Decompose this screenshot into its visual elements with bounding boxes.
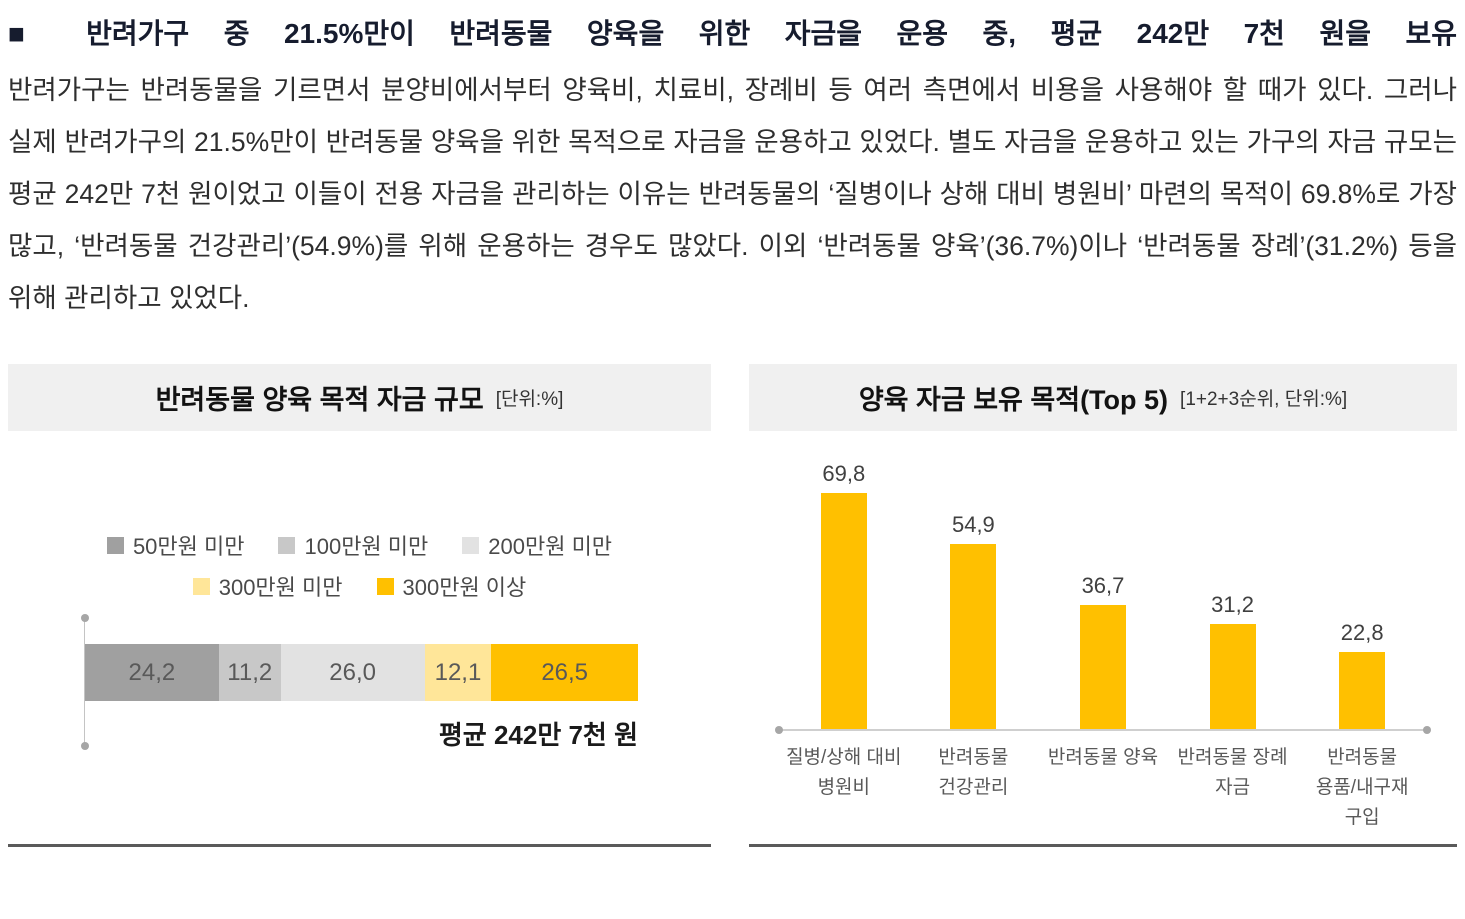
column-bar [1079, 605, 1126, 729]
column-category-line: 반려동물 장례 [1177, 747, 1288, 768]
column-value-label: 69,8 [822, 461, 866, 487]
legend-swatch-icon [106, 536, 124, 554]
fund-purpose-chart-header: 양육 자금 보유 목적(Top 5) [1+2+3순위, 단위:%] [749, 364, 1457, 431]
legend-label: 50만원 미만 [132, 534, 245, 559]
legend-row: 300만원 미만 300만원 이상 [192, 570, 527, 602]
stacked-segment: 11,2 [218, 644, 281, 701]
column: 31,2 [1168, 592, 1298, 729]
column-category-line: 용품/내구재 [1315, 777, 1409, 798]
body-paragraph: 반려가구는 반려동물을 기르면서 분양비에서부터 양육비, 치료비, 장례비 등… [8, 75, 1457, 313]
fund-size-chart-unit-label: [단위:%] [495, 389, 564, 410]
column-category-line: 반려동물 [938, 747, 1009, 768]
legend-label: 100만원 미만 [304, 534, 429, 559]
column-bar [1339, 652, 1386, 729]
column-bar [950, 543, 997, 729]
legend-label: 300만원 이상 [402, 575, 527, 600]
legend-swatch-icon [192, 577, 210, 595]
fund-size-chart-header: 반려동물 양육 목적 자금 규모 [단위:%] [8, 364, 711, 431]
legend-label: 200만원 미만 [488, 534, 613, 559]
column-category-labels: 질병/상해 대비 병원비 반려동물 건강관리 반려동물 양육 반려동물 장례 자금 반려동물 용… [779, 743, 1427, 833]
fund-purpose-chart-title: 양육 자금 보유 목적(Top 5) [858, 385, 1169, 415]
column-category-line: 구입 [1344, 807, 1380, 828]
column-bar [820, 493, 867, 729]
fund-purpose-chart-panel: 양육 자금 보유 목적(Top 5) [1+2+3순위, 단위:%] 69,8 5… [749, 364, 1457, 847]
column-category-label: 반려동물 양육 [1038, 743, 1168, 833]
column: 22,8 [1297, 620, 1427, 729]
column-category-line: 질병/상해 대비 [786, 747, 902, 768]
column-category-line: 반려동물 양육 [1047, 747, 1159, 768]
stacked-segment: 24,2 [85, 644, 219, 701]
column: 54,9 [909, 512, 1039, 729]
fund-size-chart-title: 반려동물 양육 목적 자금 규모 [155, 385, 484, 415]
legend-row: 50만원 미만 100만원 미만 200만원 미만 [106, 529, 612, 561]
report-page: ■ 반려가구 중 21.5%만이 반려동물 양육을 위한 자금을 운용 중, 평… [8, 18, 1457, 847]
legend-swatch-icon [462, 536, 480, 554]
column-value-label: 36,7 [1081, 573, 1125, 599]
average-amount-label: 평균 242만 7천 원 [438, 720, 638, 750]
column-category-line: 반려동물 [1327, 747, 1398, 768]
page-title: ■ 반려가구 중 21.5%만이 반려동물 양육을 위한 자금을 운용 중, 평… [8, 18, 1457, 49]
legend-label: 300만원 미만 [218, 575, 343, 600]
fund-size-legend: 50만원 미만 100만원 미만 200만원 미만 300만원 미만 300만원 이상 [8, 529, 711, 602]
column: 36,7 [1038, 573, 1168, 729]
charts-row: 반려동물 양육 목적 자금 규모 [단위:%] 50만원 미만 100만원 미만 2… [8, 364, 1457, 847]
legend-item: 300만원 미만 [192, 570, 343, 602]
stacked-segment: 12,1 [424, 644, 492, 701]
stacked-bar: 24,2 11,2 26,0 12,1 26,5 [85, 644, 638, 701]
axis-endpoint-dot-icon [80, 742, 89, 750]
legend-item: 200만원 미만 [462, 529, 612, 561]
column-value-label: 31,2 [1211, 591, 1254, 617]
fund-purpose-chart-unit-label: [1+2+3순위, 단위:%] [1180, 389, 1348, 410]
column-value-label: 54,9 [951, 511, 995, 537]
column-bar [1209, 623, 1256, 729]
legend-item: 300만원 이상 [376, 570, 527, 602]
stacked-segment: 26,5 [491, 644, 638, 701]
legend-item: 100만원 미만 [278, 529, 428, 561]
legend-item: 50만원 미만 [106, 529, 245, 561]
stacked-segment: 26,0 [280, 644, 425, 701]
column-category-line: 자금 [1215, 777, 1251, 798]
fund-size-chart-panel: 반려동물 양육 목적 자금 규모 [단위:%] 50만원 미만 100만원 미만 2… [8, 364, 711, 847]
column-value-label: 22,8 [1340, 620, 1384, 646]
legend-swatch-icon [278, 536, 296, 554]
column: 69,8 [779, 461, 909, 729]
column-category-line: 병원비 [817, 777, 871, 798]
column-category-line: 건강관리 [938, 777, 1009, 798]
axis-endpoint-dot-icon [1423, 726, 1431, 734]
legend-swatch-icon [376, 577, 394, 595]
column-plot-area: 69,8 54,9 36,7 31,2 22,8 [775, 431, 1431, 734]
vertical-axis-line [84, 618, 85, 746]
axis-endpoint-dot-icon [775, 726, 783, 734]
column-chart: 69,8 54,9 36,7 31,2 22,8 질병/상해 대비 병원비 반려동물 건강관리… [749, 431, 1457, 833]
axis-endpoint-dot-icon [80, 614, 89, 622]
stacked-bar-row: 24,2 11,2 26,0 12,1 26,5 평균 242만 7천 원 [80, 614, 638, 750]
